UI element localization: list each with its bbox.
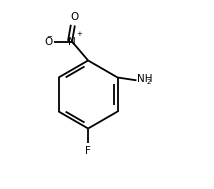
Text: 2: 2 bbox=[146, 79, 151, 85]
Text: NH: NH bbox=[137, 74, 153, 84]
Text: −: − bbox=[47, 34, 53, 40]
Text: N: N bbox=[68, 37, 76, 46]
Text: O: O bbox=[71, 12, 79, 22]
Text: O: O bbox=[44, 37, 53, 46]
Text: F: F bbox=[85, 146, 91, 156]
Text: +: + bbox=[76, 31, 82, 37]
